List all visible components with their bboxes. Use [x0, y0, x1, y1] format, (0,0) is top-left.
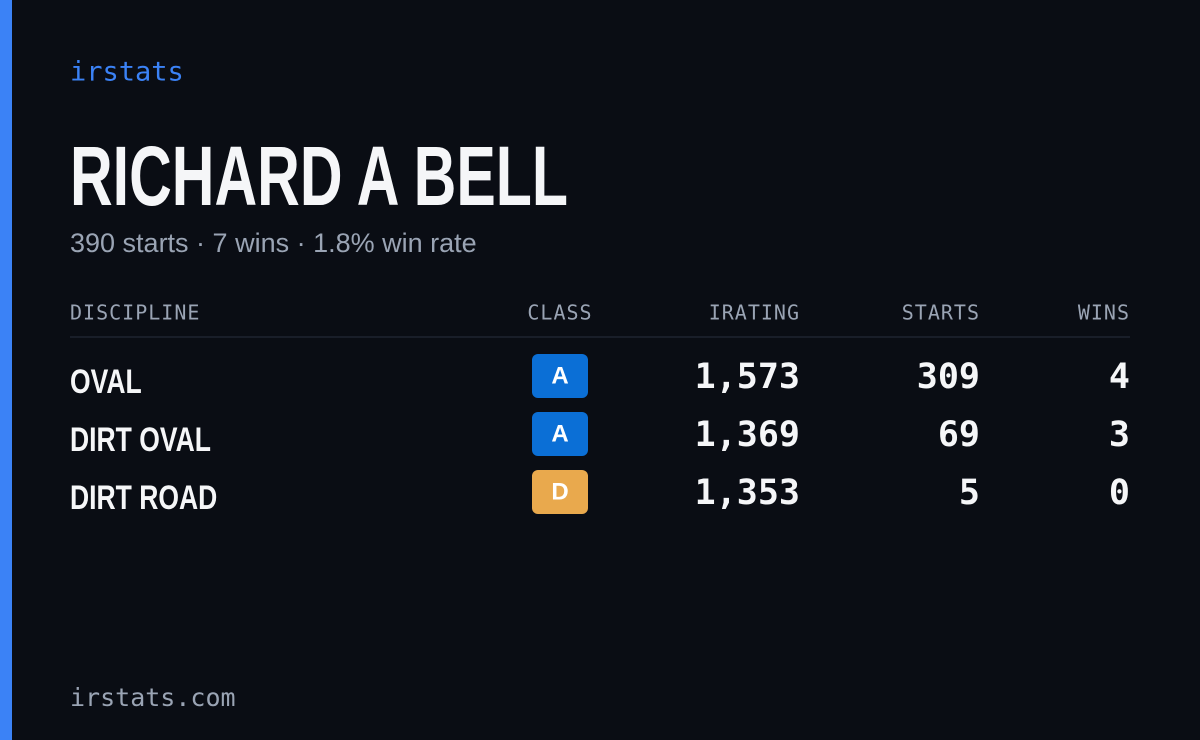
- discipline: DIRT OVAL: [70, 421, 211, 459]
- class-letter: A: [551, 362, 568, 389]
- column-header: CLASS: [527, 301, 592, 325]
- starts: 5: [959, 473, 980, 513]
- discipline: DIRT ROAD: [70, 479, 217, 517]
- irating: 1,573: [695, 357, 800, 397]
- starts: 69: [938, 415, 980, 455]
- class-badge: [532, 354, 588, 398]
- column-header: IRATING: [709, 301, 800, 325]
- column-header: STARTS: [902, 301, 980, 325]
- summary: 390 starts · 7 wins · 1.8% win rate: [70, 228, 477, 258]
- wins: 4: [1109, 357, 1130, 397]
- starts: 309: [917, 357, 980, 397]
- discipline: OVAL: [70, 363, 142, 401]
- column-header: DISCIPLINE: [70, 301, 200, 325]
- class-letter: A: [551, 420, 568, 447]
- column-header: WINS: [1078, 301, 1130, 325]
- driver-name: RICHARD A BELL: [70, 129, 568, 223]
- class-badge: [532, 412, 588, 456]
- irating: 1,369: [695, 415, 800, 455]
- wins: 3: [1109, 415, 1130, 455]
- accent-bar: [0, 0, 12, 740]
- class-badge: [532, 470, 588, 514]
- site: irstats.com: [70, 683, 236, 712]
- wins: 0: [1109, 473, 1130, 513]
- class-letter: D: [551, 478, 568, 505]
- irating: 1,353: [695, 473, 800, 513]
- brand: irstats: [70, 57, 184, 88]
